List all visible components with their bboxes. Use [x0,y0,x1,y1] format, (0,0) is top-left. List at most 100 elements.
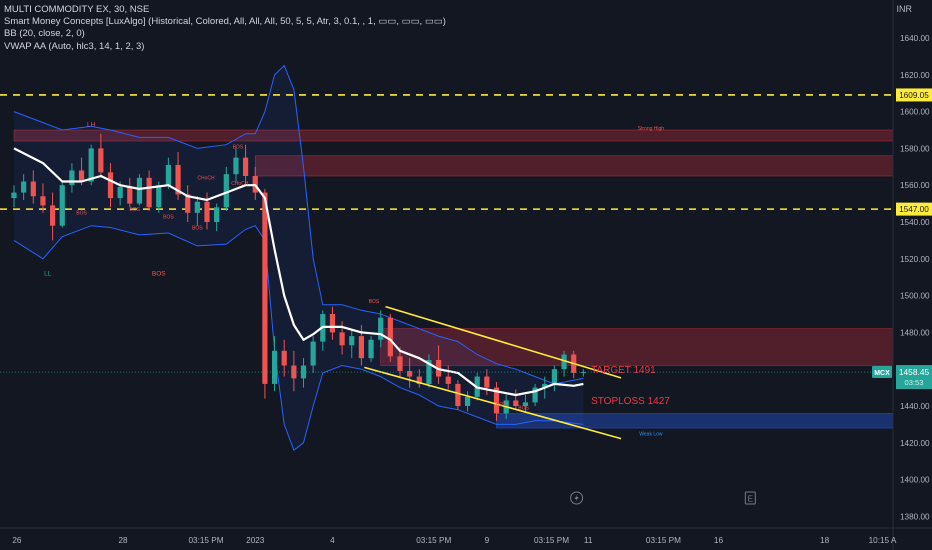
current-price-tag [896,365,932,390]
candle-body [204,201,210,222]
candle-body [78,170,85,182]
level-price-tag [896,202,932,216]
candle-body [50,205,56,226]
y-tick-label: 1560.00 [900,181,930,190]
x-tick-label: 10:15 A [869,536,897,545]
candle-body [271,350,278,384]
candle-body [339,332,345,346]
y-tick-label: 1640.00 [900,34,930,43]
level-price-text: 1609.05 [899,91,929,100]
x-tick-label: 11 [584,536,593,545]
x-tick-label: 4 [330,536,335,545]
y-tick-label: 1380.00 [900,512,930,521]
annotation-target: TARGET 1491 [591,365,656,376]
candle-body [329,314,336,333]
y-tick-label: 1480.00 [900,328,930,337]
y-tick-label: 1620.00 [900,71,930,80]
annotation-stop: STOPLOSS 1427 [591,396,670,407]
candle-body [416,376,422,384]
candle-body [11,192,17,199]
y-tick-label: 1440.00 [900,402,930,411]
x-tick-label: 03:15 PM [189,536,224,545]
channel-line [385,305,622,379]
annotation-smc-tiny: BOS [192,225,203,231]
x-tick-label: 28 [118,536,128,545]
y-tick-label: 1540.00 [900,218,930,227]
candle-body [30,181,36,197]
lightning-glyph [574,494,579,502]
candle-body [493,387,500,414]
y-tick-label: 1520.00 [900,255,930,264]
candle-body [233,157,239,175]
annotations: TARGET 1491 STOPLOSS 1427 LH LL BOS Strong Hi… [44,121,756,505]
candle-body [532,387,538,403]
candle-body [349,336,355,346]
candle-body [561,354,567,370]
candle-body [484,376,490,388]
candle-body [378,317,384,340]
currency-label: INR [896,4,913,14]
candle-body [522,402,529,406]
countdown-text: 03:53 [904,378,923,387]
candle-body [40,196,46,206]
y-tick-label: 1500.00 [900,292,930,301]
earnings-e-icon [744,491,756,505]
candle-body [262,192,268,384]
candle-body [407,371,413,377]
bb-upper-line [13,64,584,385]
candle-body [358,336,364,359]
candle-body [88,148,94,182]
indicator-smc[interactable]: Smart Money Concepts [LuxAlgo] (Historic… [4,16,446,28]
candle-body [156,185,162,208]
x-tick-label: 9 [485,536,490,545]
vwap-line [13,147,584,397]
supply-zone [254,155,894,177]
candle-body [146,177,152,208]
current-price-text: 1458.45 [899,367,930,377]
candle-body [175,164,181,195]
annotation-smc-bos: BOS [152,270,166,277]
annotation-smc-tiny: CHoCH [231,181,249,187]
vwap-path [13,147,584,397]
indicator-bb[interactable]: BB (20, close, 2, 0) [4,28,85,40]
annotation-smc-tiny: BOS [129,207,140,213]
level-price-tag [896,88,932,102]
candle-body [445,376,451,384]
indicator-vwap[interactable]: VWAP AA (Auto, hlc3, 14, 1, 2, 3) [4,40,145,52]
candle-body [214,207,220,222]
candle-body [310,341,316,366]
channel-lines [364,305,622,440]
annotation-smc-small: LH [87,121,96,128]
y-tick-label: 1420.00 [900,439,930,448]
candle-body [59,185,65,226]
candle-body [426,360,432,384]
y-tick-label: 1580.00 [900,144,930,153]
bb-fill [14,65,584,451]
candle-body [69,170,75,186]
x-tick-label: 18 [820,536,830,545]
y-tick-label: 1400.00 [900,476,930,485]
lightning-icon [570,491,584,505]
candle-body [397,356,403,372]
candle-body [368,339,374,359]
candle-body [98,148,104,173]
candle-body [513,400,519,406]
x-tick-label: 26 [12,536,22,545]
candle-body [580,372,586,374]
annotation-smc-tiny: BOS [76,211,87,217]
candle-body [165,164,171,186]
candle-body [281,350,287,366]
candle-body [107,172,114,199]
channel-line [364,366,622,440]
annotation-smc-tiny: BOS [163,214,174,220]
annotation-smc-tiny: BOS [518,406,529,412]
earnings-e-glyph: E [748,495,753,504]
annotation-smc-small: LL [44,270,52,277]
chart-legend: MULTI COMMODITY EX, 30, NSE Smart Money … [4,4,446,53]
symbol-line[interactable]: MULTI COMMODITY EX, 30, NSE [4,4,150,15]
x-tick-label: 16 [714,536,724,545]
